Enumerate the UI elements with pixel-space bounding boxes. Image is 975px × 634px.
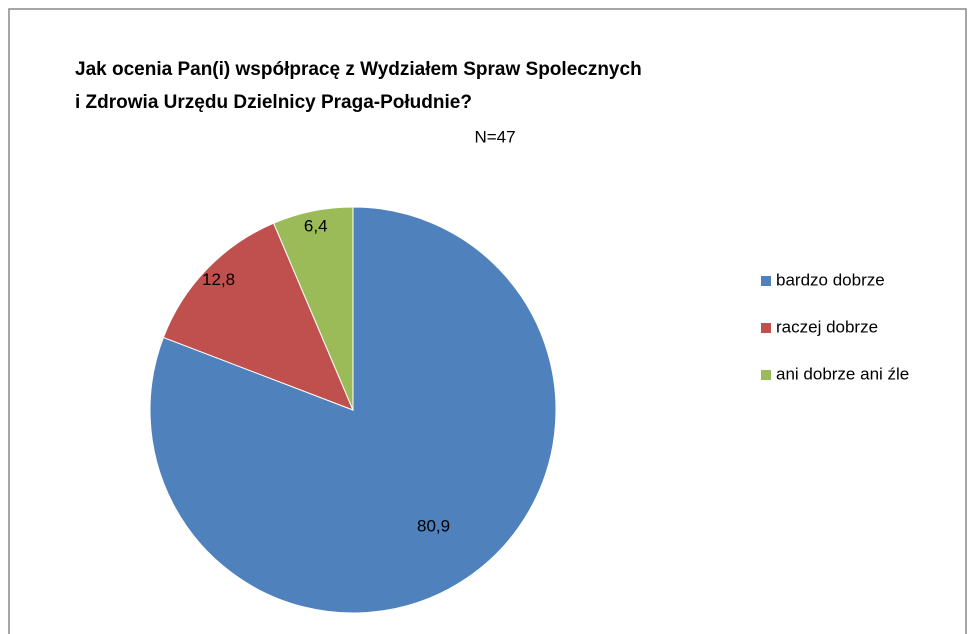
pie-slice — [162, 222, 354, 411]
legend-swatch — [761, 370, 771, 380]
data-label: 80,9 — [417, 517, 450, 536]
legend-swatch — [761, 323, 771, 333]
data-label: 12,8 — [202, 270, 235, 289]
data-label: 6,4 — [304, 216, 328, 235]
pie-slice — [272, 206, 354, 411]
legend-label: bardzo dobrze — [776, 270, 885, 289]
legend-swatch — [761, 276, 771, 286]
legend-label: raczej dobrze — [776, 317, 878, 336]
chart-title: i Zdrowia Urzędu Dzielnicy Praga-Południ… — [75, 92, 472, 113]
chart-title: Jak ocenia Pan(i) współpracę z Wydziałem… — [75, 59, 642, 80]
legend-label: ani dobrze ani źle — [776, 364, 909, 383]
chart-subtitle: N=47 — [474, 127, 515, 146]
